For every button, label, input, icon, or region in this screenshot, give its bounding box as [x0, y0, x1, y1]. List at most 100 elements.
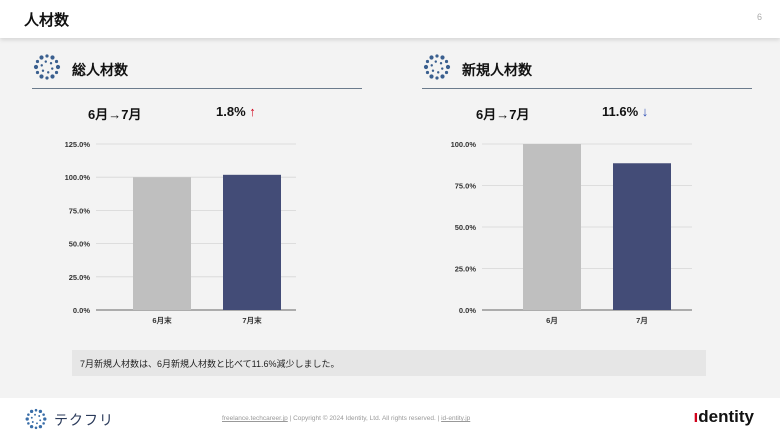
icon-dot	[444, 70, 449, 75]
icon-dot	[440, 55, 445, 60]
y-tick-label: 0.0%	[73, 306, 90, 315]
icon-dot	[54, 70, 59, 75]
y-tick-label: 75.0%	[69, 206, 91, 215]
icon-dot	[430, 64, 433, 67]
icon-dot	[35, 59, 40, 64]
bar	[133, 177, 191, 310]
icon-dot	[25, 417, 29, 421]
icon-dot	[27, 422, 30, 425]
icon-dot	[423, 64, 429, 70]
icon-dot	[31, 421, 34, 423]
section-title: 新規人材数	[462, 62, 532, 78]
change-percent: 1.8%	[216, 104, 246, 119]
icon-dot	[50, 55, 55, 60]
icon-dot	[43, 417, 47, 421]
icon-dot	[51, 67, 54, 70]
icon-dot	[33, 64, 39, 70]
identity-logo: ıdentity	[693, 407, 754, 426]
footer: テクフリ freelance.techcareer.jp | Copyright…	[0, 398, 780, 439]
icon-dot	[44, 60, 47, 63]
icon-dot	[39, 419, 42, 422]
icon-dot	[38, 409, 43, 414]
y-tick-label: 50.0%	[455, 223, 477, 232]
icon-dot	[38, 415, 41, 417]
x-tick-label: 6月	[546, 316, 558, 325]
icon-dot	[29, 424, 34, 429]
x-tick-label: 7月	[636, 316, 648, 325]
icon-dot	[39, 55, 44, 60]
icon-dot	[54, 59, 59, 64]
y-tick-label: 100.0%	[65, 173, 91, 182]
icon-dot	[39, 74, 44, 79]
techfuri-logo-icon	[25, 408, 47, 430]
icon-dot	[429, 55, 434, 60]
bar	[223, 174, 281, 310]
icon-dot	[42, 422, 45, 425]
change-value: 1.8% ↑	[216, 104, 256, 119]
page-title: 人材数	[24, 12, 70, 29]
icon-dot	[434, 60, 437, 63]
icon-dot	[50, 74, 55, 79]
icon-dot	[45, 54, 49, 58]
bar-chart-new: 0.0% 25.0% 50.0% 75.0% 100.0% 6月 7月	[451, 140, 692, 325]
bar	[613, 163, 671, 310]
y-tick-label: 100.0%	[451, 140, 477, 149]
page-number: 6	[756, 12, 762, 22]
icon-dot	[439, 62, 443, 65]
icon-dot	[425, 59, 430, 64]
y-tick-label: 75.0%	[455, 182, 477, 191]
section-total-talent: 総人材数	[32, 52, 362, 89]
period-label: 6月→7月	[88, 107, 142, 122]
icon-dot	[40, 64, 43, 67]
arrow-down-icon: ↓	[641, 104, 649, 119]
y-tick-label: 25.0%	[455, 265, 477, 274]
icon-dot	[36, 422, 38, 425]
separator: |	[289, 415, 292, 422]
footer-links: freelance.techcareer.jp | Copyright © 20…	[222, 415, 470, 422]
icon-dot	[445, 64, 451, 70]
y-tick-label: 0.0%	[459, 306, 476, 315]
y-tick-label: 125.0%	[65, 140, 91, 149]
icon-dot	[27, 413, 30, 416]
icon-dot	[49, 62, 53, 65]
icon-dot	[437, 71, 440, 74]
y-tick-label: 50.0%	[69, 240, 91, 249]
icon-dot	[444, 59, 449, 64]
icon-dot	[425, 70, 430, 75]
identity-link[interactable]: id-entity.jp	[441, 415, 471, 422]
icon-dot	[35, 70, 40, 75]
icon-dot	[38, 424, 43, 429]
icon-dot	[435, 54, 439, 58]
arrow-up-icon: ↑	[249, 104, 256, 119]
icon-dot	[55, 64, 61, 70]
icon-dot	[441, 67, 444, 70]
icon-dot	[45, 76, 49, 80]
x-tick-label: 6月末	[152, 315, 172, 325]
icon-dot	[47, 71, 50, 74]
y-tick-label: 25.0%	[69, 273, 91, 282]
summary-text: 7月新規人材数は、6月新規人材数と比べて11.6%減少しました。	[80, 359, 340, 369]
dots-circle-icon	[33, 54, 61, 80]
change-percent: 11.6%	[602, 104, 639, 119]
icon-dot	[42, 413, 45, 416]
icon-dot	[429, 74, 434, 79]
icon-dot	[41, 69, 45, 72]
x-tick-label: 7月末	[242, 315, 262, 325]
period-label: 6月→7月	[476, 107, 530, 122]
icon-dot	[34, 426, 38, 430]
change-value: 11.6% ↓	[602, 104, 648, 119]
techcareer-link[interactable]: freelance.techcareer.jp	[222, 415, 288, 422]
section-title: 総人材数	[72, 62, 128, 78]
icon-dot	[440, 74, 445, 79]
bar-chart-total: 0.0% 25.0% 50.0% 75.0% 100.0% 125.0% 6月末 7月末	[65, 140, 296, 325]
icon-dot	[30, 416, 33, 419]
summary-note: 7月新規人材数は、6月新規人材数と比べて11.6%減少しました。	[72, 350, 706, 376]
icon-dot	[435, 76, 439, 80]
icon-dot	[34, 413, 36, 416]
icon-dot	[431, 69, 435, 72]
separator: |	[437, 415, 440, 422]
section-header: 総人材数	[32, 52, 362, 89]
icon-dot	[34, 408, 38, 412]
header-bar: 人材数 6	[0, 0, 780, 38]
